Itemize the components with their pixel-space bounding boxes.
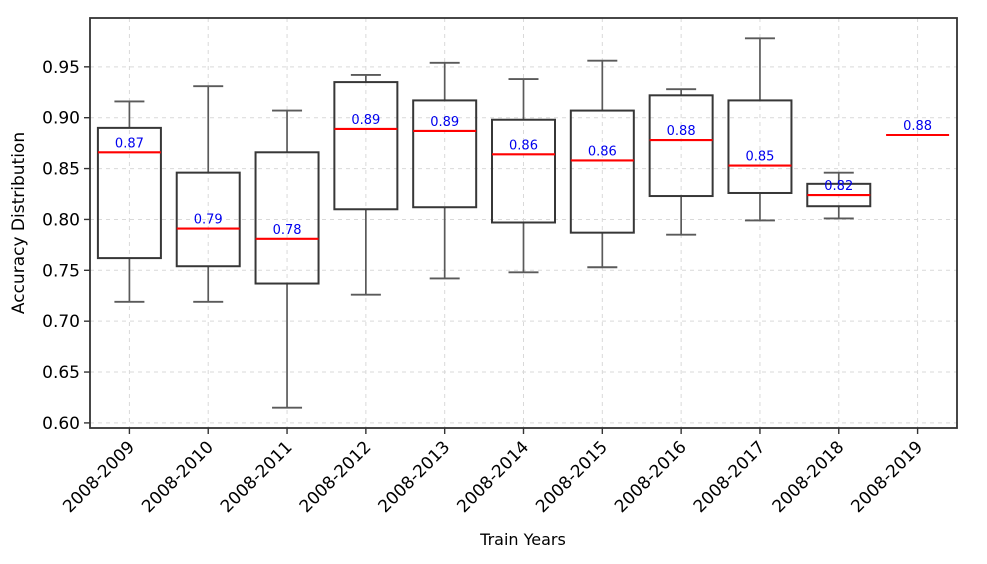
grid-layer bbox=[90, 18, 957, 428]
median-value-label: 0.79 bbox=[194, 213, 223, 228]
x-axis-label: Train Years bbox=[479, 530, 566, 549]
y-tick-label: 0.95 bbox=[42, 58, 80, 78]
box-rect bbox=[175, 171, 241, 268]
x-tick-label: 2008-2014 bbox=[453, 437, 533, 517]
axis-layer: 0.60 0.65 0.70 0.75 0.80 0.85 0.90 0.95 2008-200… bbox=[42, 17, 958, 517]
median-value-label: 0.82 bbox=[824, 179, 853, 194]
box-2008-2009: 0.87 bbox=[96, 100, 162, 303]
box-rect bbox=[412, 99, 478, 209]
box-layer: 0.87 0.79 0.78 0.89 0.89 0.86 0.86 0.88 0.85 0.82… bbox=[96, 37, 950, 409]
x-tick-label: 2008-2012 bbox=[296, 437, 376, 517]
y-axis-label: Accuracy Distribution bbox=[9, 132, 29, 314]
y-tick-label: 0.60 bbox=[42, 414, 80, 434]
x-tick-label: 2008-2017 bbox=[690, 437, 770, 517]
box-rect bbox=[96, 126, 162, 260]
box-rect bbox=[648, 94, 714, 198]
box-2008-2019: 0.88 bbox=[886, 119, 950, 137]
median-value-label: 0.88 bbox=[903, 119, 932, 134]
box-2008-2017: 0.85 bbox=[727, 37, 793, 222]
x-tick-label: 2008-2019 bbox=[847, 437, 927, 517]
x-tick-label: 2008-2010 bbox=[138, 437, 218, 517]
median-value-label: 0.86 bbox=[588, 144, 617, 159]
median-value-label: 0.78 bbox=[273, 223, 302, 238]
x-tick-label: 2008-2015 bbox=[532, 437, 612, 517]
box-rect bbox=[254, 151, 320, 285]
x-tick-label: 2008-2009 bbox=[59, 437, 139, 517]
median-value-label: 0.89 bbox=[351, 113, 380, 128]
median-value-label: 0.88 bbox=[667, 124, 696, 139]
median-value-label: 0.85 bbox=[745, 150, 774, 165]
plot-border bbox=[89, 17, 958, 429]
y-tick-label: 0.80 bbox=[42, 210, 80, 230]
y-tick-label: 0.65 bbox=[42, 363, 80, 383]
median-value-label: 0.89 bbox=[430, 115, 459, 130]
box-2008-2015: 0.86 bbox=[569, 59, 635, 269]
median-value-label: 0.86 bbox=[509, 138, 538, 153]
box-rect bbox=[491, 118, 556, 224]
box-2008-2010: 0.79 bbox=[175, 85, 241, 303]
x-tick-label: 2008-2016 bbox=[611, 437, 691, 517]
box-rect bbox=[333, 81, 399, 211]
box-rect bbox=[727, 99, 793, 194]
box-2008-2016: 0.88 bbox=[648, 88, 714, 236]
box-2008-2011: 0.78 bbox=[254, 109, 320, 409]
x-tick-label: 2008-2013 bbox=[375, 437, 455, 517]
x-tick-label: 2008-2018 bbox=[769, 437, 849, 517]
box-2008-2013: 0.89 bbox=[412, 61, 478, 280]
box-2008-2018: 0.82 bbox=[806, 171, 872, 220]
y-tick-label: 0.90 bbox=[42, 109, 80, 129]
x-tick-label: 2008-2011 bbox=[217, 437, 297, 517]
box-2008-2012: 0.89 bbox=[333, 74, 399, 296]
y-tick-label: 0.75 bbox=[42, 261, 80, 281]
median-value-label: 0.87 bbox=[115, 136, 144, 151]
y-tick-label: 0.70 bbox=[42, 312, 80, 332]
box-rect bbox=[569, 109, 635, 234]
y-tick-label: 0.85 bbox=[42, 160, 80, 180]
box-2008-2014: 0.86 bbox=[491, 78, 556, 274]
